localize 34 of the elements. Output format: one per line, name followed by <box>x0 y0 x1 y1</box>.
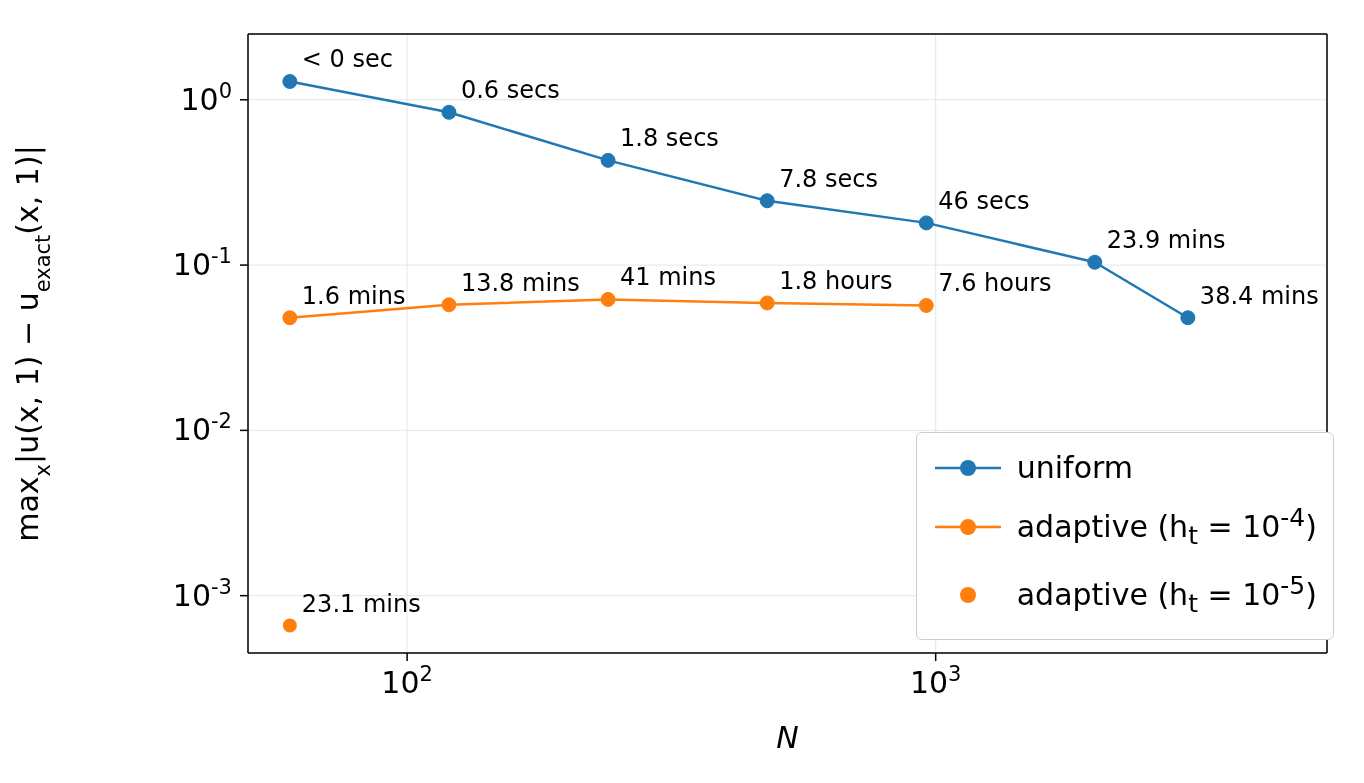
legend-label: adaptive (h$_{t}$ = 10$^{-4}$) <box>1016 502 1317 552</box>
point <box>282 74 298 89</box>
y-tick-label: 10$^{0}$ <box>180 78 232 117</box>
annotation: < 0 sec <box>301 45 393 74</box>
y-tick-label: 10$^{-1}$ <box>172 244 232 283</box>
point <box>282 310 298 326</box>
point <box>759 193 775 209</box>
point <box>441 297 457 313</box>
point <box>441 104 457 120</box>
point <box>918 215 934 231</box>
annotation: 23.1 mins <box>301 589 421 618</box>
annotation: 1.8 hours <box>779 266 893 295</box>
legend-label: uniform <box>1016 449 1134 487</box>
annotation: 7.6 hours <box>938 269 1052 298</box>
x-tick-label: 10$^{3}$ <box>909 662 962 700</box>
annotation: 38.4 mins <box>1199 281 1319 310</box>
legend-label: adaptive (h$_{t}$ = 10$^{-5}$) <box>1016 570 1317 620</box>
annotation: 1.8 secs <box>620 124 719 153</box>
annotation: 46 secs <box>938 186 1030 215</box>
point <box>600 291 616 307</box>
y-tick-label: 10$^{-3}$ <box>172 574 232 613</box>
point <box>918 297 934 313</box>
x-axis-title: N <box>776 720 799 755</box>
point <box>759 295 775 311</box>
annotation: 41 mins <box>620 263 717 292</box>
annotation: 13.8 mins <box>460 268 580 297</box>
annotation: 0.6 secs <box>460 76 560 105</box>
point <box>600 152 616 168</box>
y-tick-label: 10$^{-2}$ <box>172 409 232 448</box>
annotation: 1.6 mins <box>301 281 406 310</box>
annotation: 23.9 mins <box>1106 226 1226 255</box>
annotation: 7.8 secs <box>779 164 878 193</box>
point <box>282 618 297 633</box>
x-tick-label: 10$^{2}$ <box>381 662 433 700</box>
